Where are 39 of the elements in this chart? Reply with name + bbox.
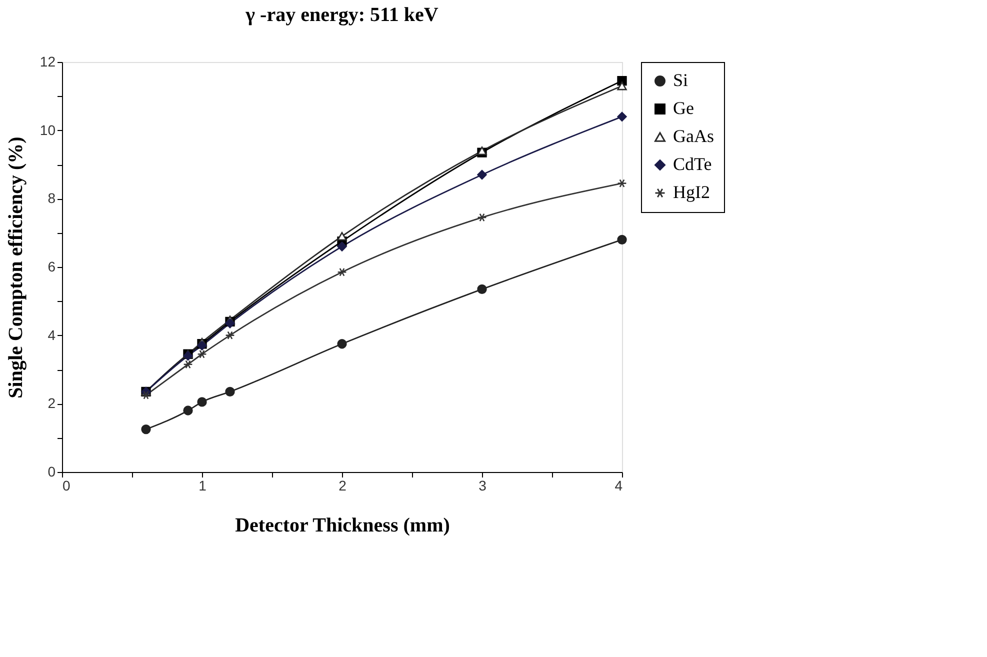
- x-tick-label: 4: [614, 478, 623, 494]
- point: [337, 242, 347, 252]
- x-tick-label: 3: [478, 478, 487, 494]
- point: [337, 268, 347, 276]
- point: [225, 386, 235, 397]
- x-tick-label: 2: [338, 478, 347, 494]
- point: [183, 406, 193, 416]
- point: [617, 112, 627, 122]
- point: [141, 390, 151, 400]
- x-tick-label: 0: [62, 478, 70, 494]
- y-axis-title: Single Compton efficiency (%): [4, 136, 27, 398]
- point: [477, 284, 487, 294]
- point: [141, 424, 151, 434]
- point: [337, 232, 347, 241]
- y-tick-label: 8: [48, 190, 56, 206]
- point: [337, 339, 347, 349]
- point: [617, 234, 627, 244]
- point: [477, 170, 487, 180]
- x-axis-title: Detector Thickness (mm): [235, 514, 450, 536]
- point: [197, 350, 207, 358]
- point: [183, 360, 193, 369]
- point: [225, 331, 235, 340]
- legend-label: HgI2: [673, 182, 710, 202]
- x-tick-label: 1: [198, 478, 207, 494]
- point: [197, 397, 207, 407]
- legend-label: CdTe: [673, 154, 712, 174]
- legend-label: Ge: [673, 98, 694, 118]
- point: [477, 213, 487, 222]
- point: [617, 179, 627, 188]
- y-tick-label: 0: [48, 464, 56, 480]
- chart-title: γ -ray energy: 511 keV: [244, 4, 439, 26]
- y-tick-label: 6: [48, 258, 56, 274]
- y-tick-label: 2: [48, 395, 56, 412]
- y-tick-label: 4: [48, 326, 56, 343]
- legend-label: GaAs: [673, 126, 714, 146]
- point: [617, 82, 627, 90]
- y-tick-label: 10: [40, 122, 56, 138]
- y-tick-label: 12: [40, 54, 56, 70]
- legend-label: Si: [673, 70, 688, 90]
